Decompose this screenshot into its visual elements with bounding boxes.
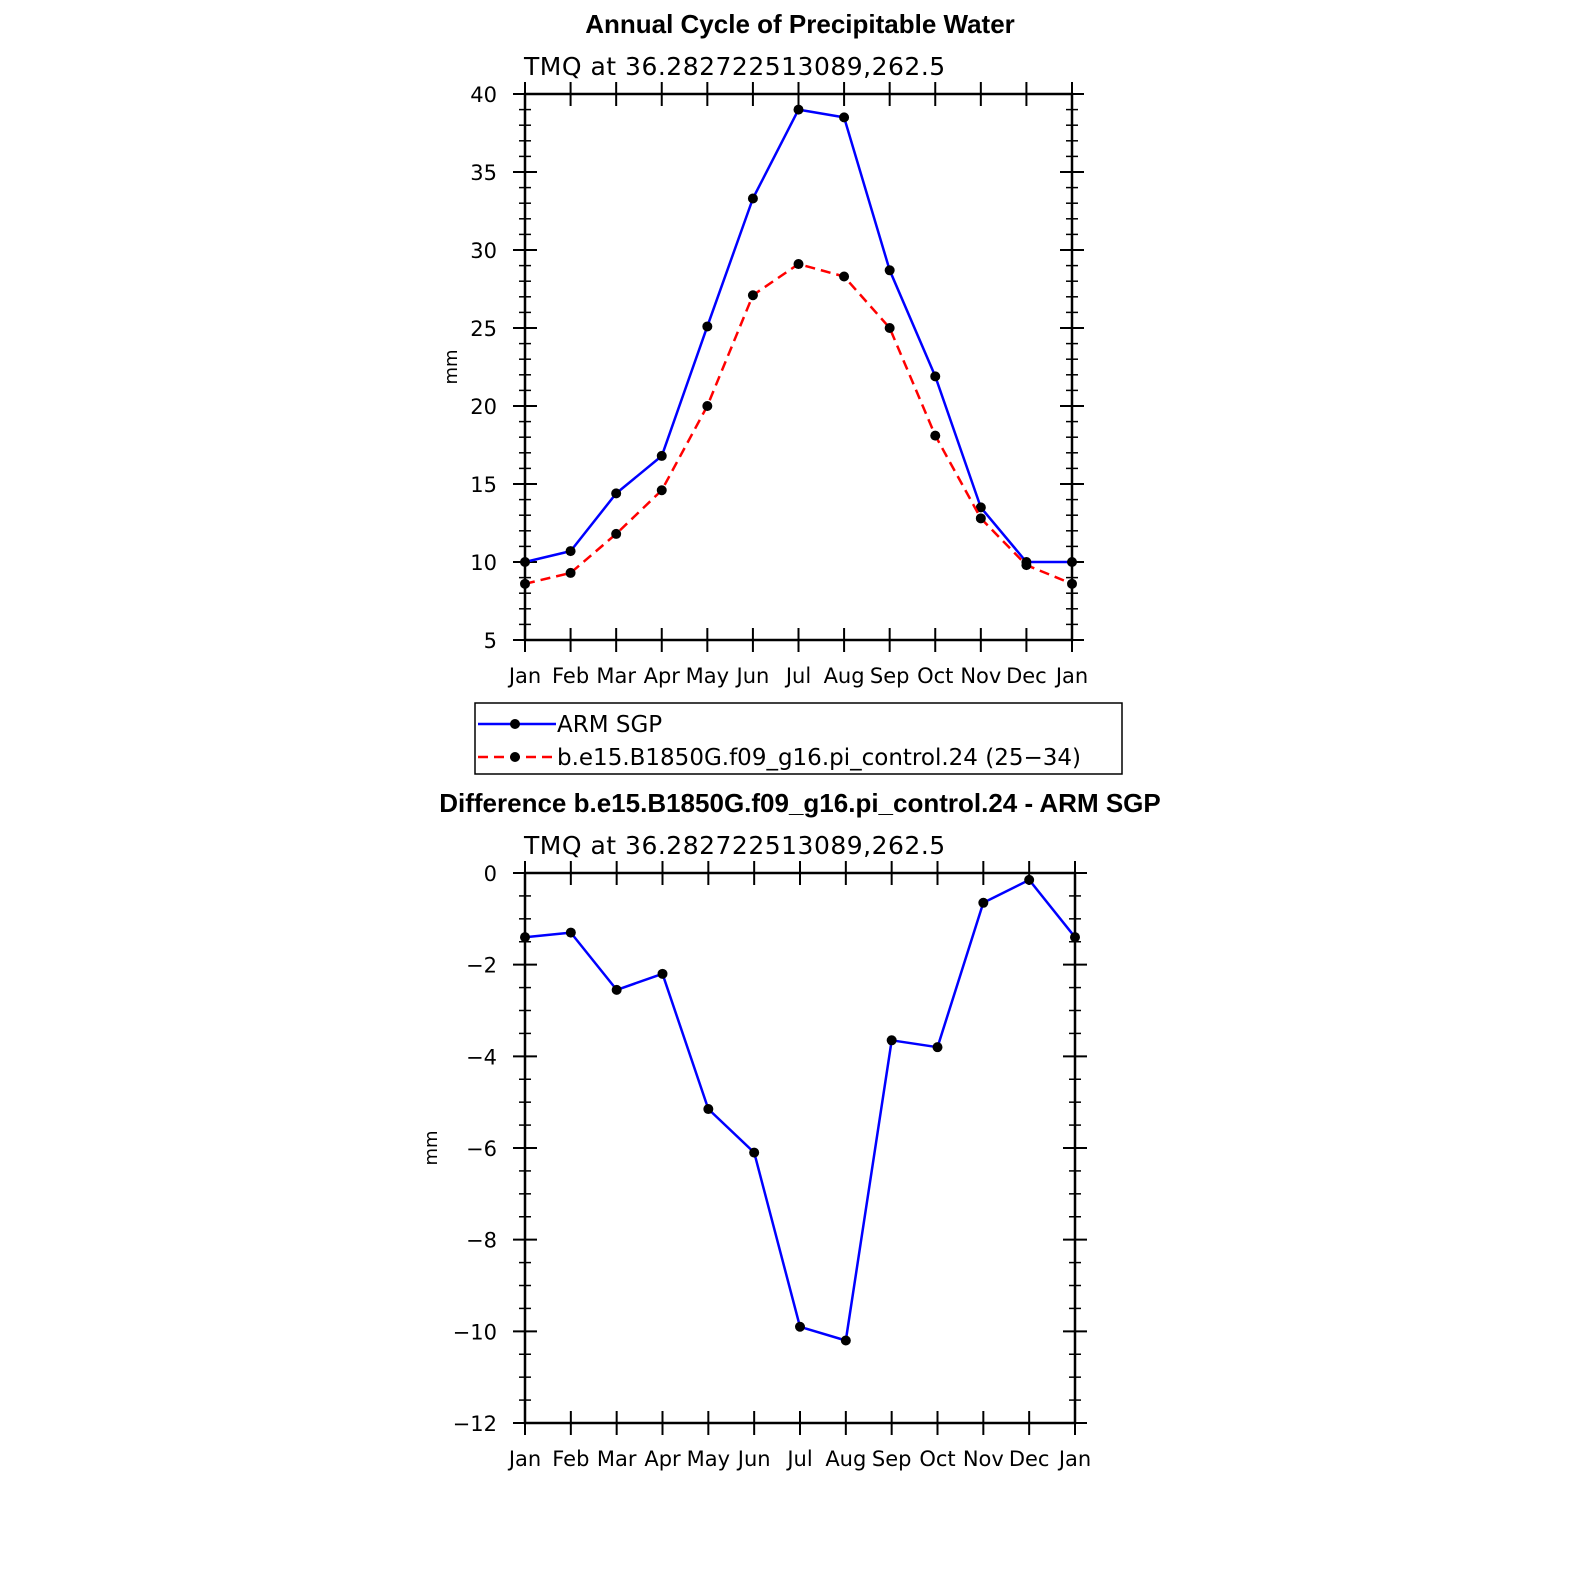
x-tick-label: Oct (917, 664, 953, 688)
data-point (930, 430, 941, 441)
data-point (1067, 557, 1077, 567)
y-tick-label: −10 (453, 1320, 497, 1344)
x-tick-label: Jan (507, 1447, 541, 1471)
x-tick-label: Jan (507, 664, 541, 688)
x-tick-label: Jun (736, 1447, 771, 1471)
data-point (702, 321, 713, 332)
data-point (520, 578, 530, 589)
data-point (565, 567, 576, 578)
data-point (747, 193, 758, 204)
data-point (975, 502, 986, 513)
legend-marker-model (510, 752, 520, 762)
data-point (1067, 578, 1077, 589)
chart-subtitle: TMQ at 36.282722513089,262.5 (523, 831, 946, 860)
y-tick-label: 35 (470, 161, 497, 185)
x-tick-label: Jan (1054, 664, 1088, 688)
data-point (702, 401, 713, 411)
x-tick-label: Mar (596, 664, 636, 688)
y-tick-label: −12 (453, 1412, 497, 1436)
y-tick-label: 20 (470, 395, 497, 419)
legend-label-model: b.e15.B1850G.f09_g16.pi_control.24 (25−3… (557, 745, 1081, 771)
x-tick-label: Nov (960, 664, 1001, 688)
y-tick-label: 0 (484, 862, 497, 886)
data-point (793, 104, 804, 115)
y-tick-label: 10 (470, 551, 497, 575)
annual-cycle-panel: Annual Cycle of Precipitable Water TMQ a… (441, 9, 1088, 688)
data-point (932, 1042, 943, 1053)
x-tick-label: May (687, 1447, 730, 1471)
legend-box (474, 702, 1123, 775)
y-tick-label: −8 (466, 1229, 497, 1253)
y-axis-label: mm (441, 349, 462, 384)
data-point (839, 112, 850, 123)
plot-frame (523, 871, 1077, 1425)
legend: ARM SGP b.e15.B1850G.f09_g16.pi_control.… (474, 702, 1123, 775)
chart-title: Annual Cycle of Precipitable Water (585, 9, 1015, 39)
x-tick-label: Mar (597, 1447, 637, 1471)
data-point (747, 290, 758, 301)
y-tick-label: 5 (484, 629, 497, 653)
series-line-1 (524, 262, 1073, 586)
data-point (749, 1147, 760, 1158)
data-point (611, 528, 622, 539)
y-tick-label: −4 (466, 1045, 497, 1069)
x-tick-label: Dec (1009, 1447, 1050, 1471)
chart-title: Difference b.e15.B1850G.f09_g16.pi_contr… (439, 788, 1161, 818)
data-point (884, 265, 895, 276)
x-tick-label: Nov (963, 1447, 1004, 1471)
x-tick-label: Jan (1057, 1447, 1091, 1471)
data-point (703, 1104, 714, 1115)
data-point (520, 932, 530, 943)
data-point (1070, 932, 1080, 943)
legend-label-arm-sgp: ARM SGP (557, 712, 662, 738)
data-point (884, 323, 895, 333)
x-tick-label: Dec (1006, 664, 1047, 688)
data-point (886, 1035, 897, 1046)
x-tick-label: May (686, 664, 729, 688)
chart-subtitle: TMQ at 36.282722513089,262.5 (523, 52, 946, 81)
data-point (565, 927, 576, 938)
series-line-0 (524, 108, 1072, 564)
data-point (930, 371, 941, 382)
y-tick-label: 15 (470, 473, 497, 497)
difference-panel: Difference b.e15.B1850G.f09_g16.pi_contr… (421, 788, 1161, 1471)
data-point (839, 271, 850, 282)
x-tick-label: Sep (870, 664, 910, 688)
data-point (565, 546, 576, 557)
data-point (611, 984, 622, 995)
data-point (793, 259, 804, 270)
data-point (978, 897, 989, 908)
data-point (795, 1321, 805, 1332)
x-tick-label: Oct (919, 1447, 955, 1471)
data-point (657, 968, 668, 979)
data-point (520, 557, 530, 567)
x-tick-label: Apr (644, 1447, 681, 1471)
y-axis-label: mm (421, 1130, 442, 1165)
data-point (656, 485, 667, 496)
data-point (1021, 560, 1032, 571)
x-tick-label: Aug (824, 664, 865, 688)
data-point (656, 450, 667, 461)
data-point (975, 513, 986, 524)
data-point (1024, 874, 1035, 885)
x-tick-label: Jul (784, 664, 811, 688)
plot-frame (523, 92, 1074, 642)
y-tick-label: 25 (470, 317, 497, 341)
data-point (840, 1335, 851, 1346)
y-tick-label: −6 (466, 1137, 497, 1161)
x-tick-label: Sep (872, 1447, 912, 1471)
y-tick-label: 30 (470, 239, 497, 263)
x-tick-label: Feb (552, 664, 589, 688)
x-tick-label: Jun (735, 664, 770, 688)
y-tick-label: −2 (466, 954, 497, 978)
x-tick-label: Aug (825, 1447, 866, 1471)
y-tick-label: 40 (470, 83, 497, 107)
data-point (611, 488, 622, 499)
legend-marker-arm-sgp (510, 719, 520, 729)
series-line-0 (524, 878, 1076, 1342)
x-tick-label: Jul (785, 1447, 812, 1471)
x-tick-label: Feb (552, 1447, 589, 1471)
x-tick-label: Apr (644, 664, 681, 688)
